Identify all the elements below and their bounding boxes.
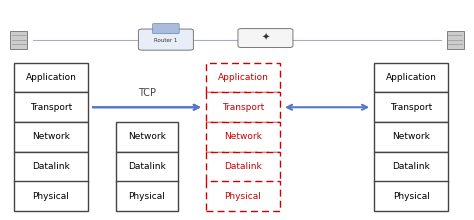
Text: Network: Network <box>224 132 262 141</box>
Text: Physical: Physical <box>393 192 429 201</box>
Text: Router 1: Router 1 <box>154 38 178 43</box>
Bar <box>14 92 88 122</box>
Bar <box>116 182 178 211</box>
Text: Transport: Transport <box>30 103 72 112</box>
Bar <box>14 152 88 182</box>
Text: Application: Application <box>26 73 76 82</box>
Bar <box>206 182 280 211</box>
FancyBboxPatch shape <box>238 29 293 48</box>
Text: Transport: Transport <box>222 103 264 112</box>
Text: ✦: ✦ <box>261 32 270 42</box>
Text: Application: Application <box>386 73 437 82</box>
Text: Physical: Physical <box>225 192 261 201</box>
Bar <box>206 152 280 182</box>
FancyBboxPatch shape <box>153 24 179 34</box>
Bar <box>374 122 448 152</box>
Text: Transport: Transport <box>390 103 432 112</box>
Bar <box>374 152 448 182</box>
Bar <box>116 122 178 152</box>
Bar <box>374 63 448 92</box>
Bar <box>206 63 280 92</box>
Text: Physical: Physical <box>128 192 165 201</box>
Text: Datalink: Datalink <box>224 162 262 171</box>
Bar <box>374 182 448 211</box>
Bar <box>447 31 464 49</box>
Text: Network: Network <box>128 132 166 141</box>
Bar <box>14 122 88 152</box>
Bar <box>206 92 280 122</box>
Bar <box>10 31 27 49</box>
Text: Physical: Physical <box>33 192 69 201</box>
Bar <box>14 182 88 211</box>
Bar <box>14 63 88 92</box>
Text: Datalink: Datalink <box>392 162 430 171</box>
Text: Datalink: Datalink <box>128 162 166 171</box>
Bar <box>374 92 448 122</box>
Bar <box>206 122 280 152</box>
Text: TCP: TCP <box>138 88 156 99</box>
Text: Datalink: Datalink <box>32 162 70 171</box>
Text: Application: Application <box>218 73 268 82</box>
Text: Network: Network <box>392 132 430 141</box>
FancyBboxPatch shape <box>138 29 193 50</box>
Bar <box>116 152 178 182</box>
Text: Network: Network <box>32 132 70 141</box>
